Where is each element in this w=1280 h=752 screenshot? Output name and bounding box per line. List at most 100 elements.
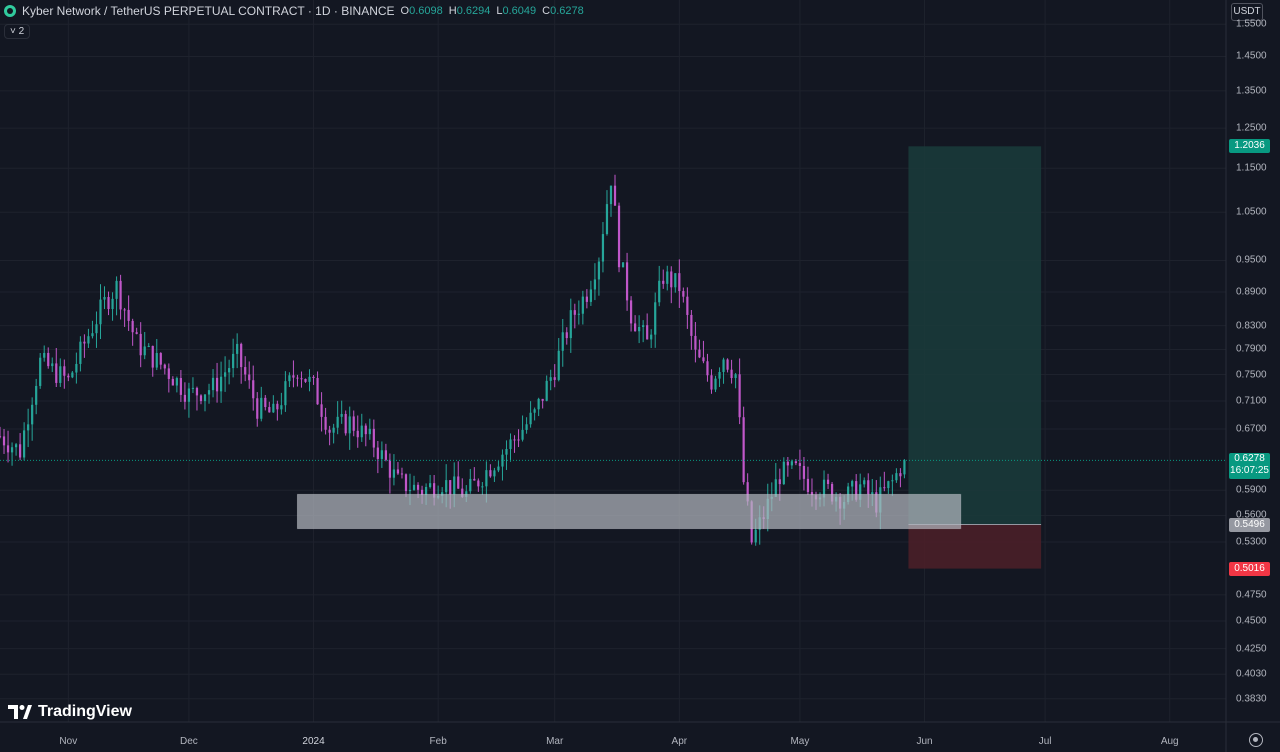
candle xyxy=(473,467,476,481)
candle xyxy=(135,327,138,335)
candle xyxy=(891,474,894,496)
candle-body xyxy=(151,345,154,368)
candle-body xyxy=(609,185,613,205)
candle-body xyxy=(863,480,866,485)
candle-body xyxy=(115,280,118,299)
currency-button[interactable]: USDT xyxy=(1231,3,1263,21)
candle xyxy=(577,300,580,325)
candle xyxy=(55,348,58,387)
candle-body xyxy=(404,474,408,492)
candle xyxy=(2,429,6,454)
price-tick-label: 0.5900 xyxy=(1236,484,1267,496)
long-position-stop-zone[interactable] xyxy=(908,524,1042,569)
long-position-profit-zone[interactable] xyxy=(908,146,1042,525)
candle xyxy=(561,318,564,367)
candle xyxy=(167,363,170,393)
candle xyxy=(324,407,327,435)
candle-body xyxy=(396,469,400,474)
candle xyxy=(360,413,363,442)
candle-body xyxy=(593,279,597,290)
tradingview-logo[interactable]: TradingView xyxy=(8,703,132,721)
candle xyxy=(119,274,122,320)
candle-body xyxy=(855,481,858,500)
candle-body xyxy=(83,341,86,344)
candle-body xyxy=(79,341,82,364)
support-zone-rectangle[interactable] xyxy=(296,493,962,530)
candle-body xyxy=(686,296,689,315)
candle-body xyxy=(199,395,203,402)
candle-body xyxy=(561,332,564,351)
settings-icon[interactable] xyxy=(1249,733,1263,747)
candle xyxy=(14,442,18,456)
candle-body xyxy=(742,417,745,483)
candle xyxy=(513,435,516,453)
candle-body xyxy=(457,476,460,489)
candle xyxy=(272,395,275,413)
candle-body xyxy=(368,428,371,435)
candle-body xyxy=(304,378,307,382)
candle-body xyxy=(252,380,255,399)
candle xyxy=(790,459,793,469)
candle-body xyxy=(95,324,98,334)
candle xyxy=(404,473,408,498)
price-tick-label: 0.3830 xyxy=(1236,693,1267,705)
candle-body xyxy=(47,352,50,367)
candle xyxy=(545,375,548,402)
candle-body xyxy=(734,374,737,379)
candle-body xyxy=(223,372,227,377)
candle-body xyxy=(847,486,850,503)
candle xyxy=(191,377,195,394)
price-tick-label: 0.8300 xyxy=(1236,320,1267,332)
candle xyxy=(304,378,307,383)
candle-body xyxy=(541,398,544,401)
symbol-header[interactable]: Kyber Network / TetherUS PERPETUAL CONTR… xyxy=(4,4,584,18)
candle-body xyxy=(851,481,854,487)
price-tick-label: 0.4030 xyxy=(1236,668,1267,680)
candle xyxy=(629,296,633,332)
candle-body xyxy=(336,416,339,428)
high-value: 0.6294 xyxy=(456,5,491,17)
candle-body xyxy=(320,404,323,417)
candle-body xyxy=(179,378,182,395)
candle-body xyxy=(601,234,605,262)
candle xyxy=(276,400,279,421)
candle-body xyxy=(424,486,428,495)
candlestick-series xyxy=(0,174,906,546)
candle xyxy=(718,367,721,387)
symbol-title[interactable]: Kyber Network / TetherUS PERPETUAL CONTR… xyxy=(22,4,395,18)
candle xyxy=(698,339,701,359)
candle-body xyxy=(215,377,219,392)
candle xyxy=(252,365,255,411)
candle-body xyxy=(441,492,444,496)
candle-body xyxy=(171,378,174,386)
candle-body xyxy=(127,309,130,321)
candle xyxy=(59,358,62,387)
candle-body xyxy=(473,478,476,481)
candle-body xyxy=(340,414,343,417)
candle xyxy=(706,353,709,382)
candle xyxy=(83,334,86,358)
candle xyxy=(236,333,239,369)
time-tick-label: Aug xyxy=(1160,736,1179,747)
candle xyxy=(734,372,737,389)
candle xyxy=(517,429,520,448)
indicator-toggle-button[interactable]: ˅ 2 xyxy=(4,24,31,39)
candle xyxy=(332,423,335,444)
price-tick-label: 0.7900 xyxy=(1236,343,1267,355)
candle-body xyxy=(272,403,275,413)
candle-body xyxy=(264,397,267,408)
candle-body xyxy=(790,461,793,466)
candle-body xyxy=(722,359,725,373)
candle xyxy=(211,369,215,398)
time-tick-label: 2024 xyxy=(302,736,325,747)
candle-body xyxy=(646,325,649,340)
candle-body xyxy=(746,482,749,502)
candle xyxy=(232,338,235,378)
candle xyxy=(899,468,902,488)
drawing-zones[interactable] xyxy=(908,146,1042,569)
candle xyxy=(501,449,504,481)
candle-body xyxy=(67,375,70,378)
candle xyxy=(565,327,568,345)
candle xyxy=(248,361,251,389)
